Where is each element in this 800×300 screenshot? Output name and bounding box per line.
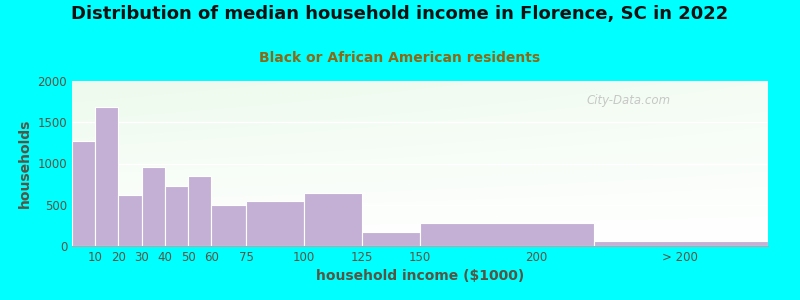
Bar <box>188 176 211 246</box>
Bar <box>95 106 118 246</box>
Text: Black or African American residents: Black or African American residents <box>259 51 541 65</box>
Bar <box>72 141 95 246</box>
Bar <box>142 167 165 246</box>
X-axis label: household income ($1000): household income ($1000) <box>316 269 524 284</box>
Bar <box>594 241 768 246</box>
Bar <box>304 193 362 246</box>
Bar <box>362 232 420 246</box>
Bar <box>246 202 304 246</box>
Y-axis label: households: households <box>18 119 32 208</box>
Bar <box>165 186 188 246</box>
Bar <box>420 223 594 246</box>
Text: Distribution of median household income in Florence, SC in 2022: Distribution of median household income … <box>71 4 729 22</box>
Bar <box>211 205 246 246</box>
Text: City-Data.com: City-Data.com <box>586 94 671 107</box>
Bar <box>118 195 142 246</box>
